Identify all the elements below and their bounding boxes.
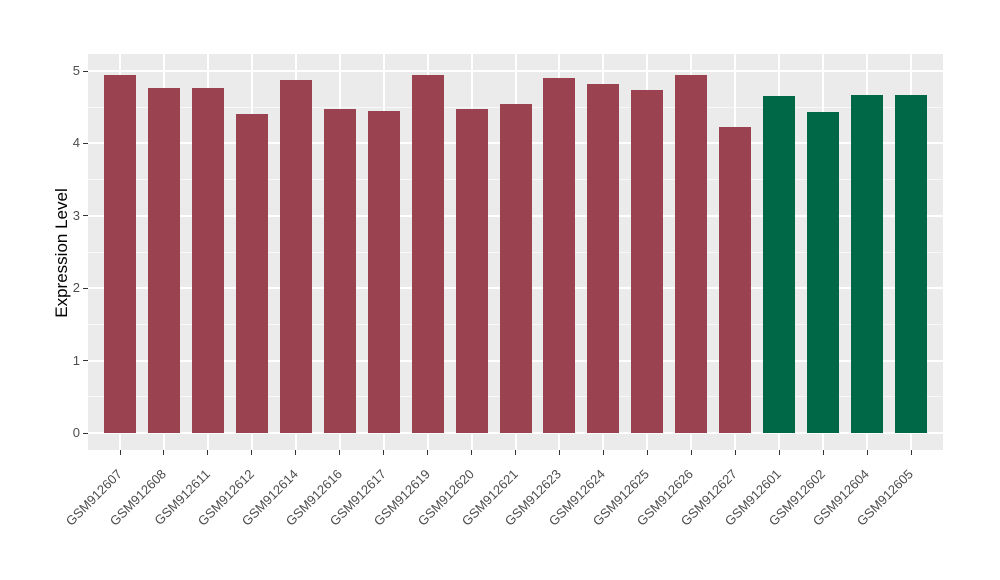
plot-panel (88, 54, 943, 450)
bar-GSM912619 (411, 74, 444, 433)
bar-GSM912608 (147, 87, 180, 433)
bar-GSM912620 (455, 108, 488, 433)
bar-GSM912624 (587, 84, 620, 433)
x-tick-mark (822, 450, 824, 455)
x-tick-mark (515, 450, 516, 455)
bar-GSM912612 (235, 114, 268, 433)
y-tick-mark (83, 287, 88, 289)
x-tick-mark (778, 450, 780, 455)
x-tick-mark (339, 450, 341, 455)
y-tick-label: 2 (72, 280, 80, 296)
y-tick-label: 1 (72, 352, 80, 368)
bar-GSM912617 (367, 110, 400, 433)
x-tick-mark (427, 450, 429, 455)
x-tick-mark (602, 450, 604, 455)
y-tick-mark (83, 70, 88, 72)
bar-GSM912607 (104, 74, 136, 433)
y-tick-mark (83, 215, 88, 217)
x-tick-mark (866, 450, 868, 455)
x-tick-mark (295, 450, 297, 455)
bar-GSM912627 (719, 127, 752, 433)
x-tick-mark (163, 450, 165, 455)
x-tick-mark (646, 450, 648, 455)
y-tick-mark (83, 142, 88, 144)
bar-GSM912623 (543, 78, 576, 433)
y-tick-label: 0 (72, 425, 80, 440)
x-tick-mark (734, 450, 736, 455)
x-tick-mark (383, 450, 385, 455)
bar-GSM912625 (631, 89, 664, 433)
y-axis-title: Expression Level (52, 188, 71, 318)
x-tick-mark (119, 450, 121, 455)
bar-GSM912614 (279, 80, 312, 433)
y-tick-mark (83, 360, 88, 362)
bar-GSM912616 (323, 108, 356, 433)
y-tick-label: 3 (72, 207, 80, 223)
bar-GSM912602 (807, 111, 840, 433)
bar-GSM912605 (895, 94, 927, 433)
bar-GSM912621 (499, 103, 532, 433)
x-tick-mark (251, 450, 253, 455)
x-tick-mark (471, 450, 473, 455)
x-tick-mark (207, 450, 209, 455)
x-tick-mark (910, 450, 912, 455)
y-tick-label: 4 (72, 135, 80, 151)
bar-GSM912604 (851, 94, 884, 433)
bar-GSM912611 (191, 87, 224, 433)
x-tick-mark (558, 450, 560, 455)
y-tick-mark (83, 432, 88, 434)
y-tick-label: 5 (72, 63, 80, 78)
x-tick-mark (690, 450, 692, 455)
bar-GSM912626 (675, 75, 708, 433)
bar-GSM912601 (763, 96, 796, 433)
